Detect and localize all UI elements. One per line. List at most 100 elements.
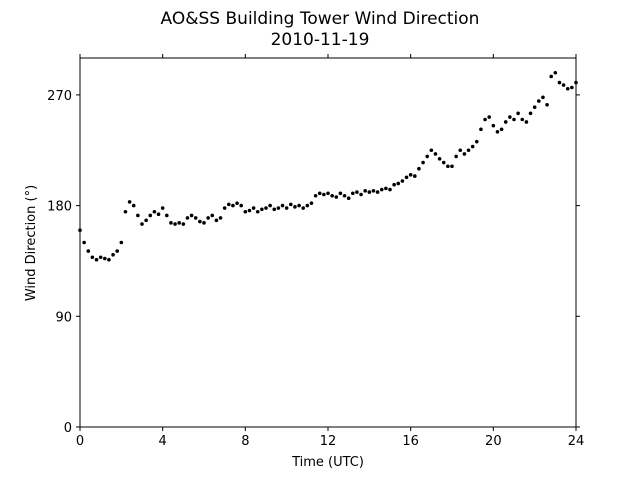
point (255, 209, 260, 214)
point (561, 83, 566, 87)
point (107, 257, 111, 262)
point (78, 228, 82, 232)
point (322, 192, 326, 197)
y-tick-label: 270 (47, 89, 72, 104)
point (235, 201, 239, 205)
chart-title: AO&SS Building Tower Wind Direction (161, 9, 480, 29)
y-axis-label: Wind Direction (°) (24, 185, 39, 301)
point (425, 154, 430, 159)
point (417, 166, 421, 171)
point (330, 193, 334, 198)
point (119, 240, 124, 245)
point (553, 70, 558, 75)
point (82, 240, 86, 245)
point (532, 105, 537, 109)
point (574, 80, 578, 85)
point (363, 189, 368, 193)
point (103, 256, 107, 261)
x-axis-label: Time (UTC) (291, 455, 364, 470)
point (508, 115, 512, 119)
point (392, 182, 396, 187)
point (264, 206, 268, 210)
point (313, 193, 318, 198)
point (115, 249, 119, 253)
point (152, 209, 157, 214)
point (565, 86, 570, 91)
point (429, 148, 434, 153)
x-tick-label: 12 (320, 434, 337, 449)
point (499, 127, 504, 132)
point (202, 221, 206, 225)
y-tick-label: 0 (64, 421, 72, 436)
point (470, 144, 475, 149)
point (545, 102, 549, 107)
point (227, 202, 231, 207)
point (446, 164, 450, 169)
point (123, 209, 128, 214)
point (334, 195, 339, 199)
point (136, 213, 140, 218)
point (351, 191, 355, 196)
point (198, 219, 202, 224)
point (218, 216, 223, 220)
x-tick-label: 8 (241, 434, 249, 449)
point (537, 99, 541, 103)
point (367, 190, 372, 194)
point (206, 216, 210, 220)
x-tick-label: 0 (76, 434, 84, 449)
point (359, 192, 363, 197)
point (239, 203, 243, 208)
y-tick-label: 180 (47, 200, 72, 215)
point (272, 207, 277, 212)
point (127, 200, 132, 204)
point (396, 181, 401, 186)
x-tick-label: 16 (402, 434, 419, 449)
point (437, 157, 442, 161)
point (177, 221, 181, 225)
point (413, 174, 417, 178)
point (189, 213, 194, 218)
point (156, 212, 161, 217)
x-tick-label: 24 (568, 434, 585, 449)
point (243, 209, 248, 214)
point (169, 221, 173, 225)
point (131, 203, 136, 208)
point (185, 216, 190, 220)
point (441, 160, 446, 165)
x-tick-label: 20 (485, 434, 502, 449)
point (404, 175, 409, 180)
point (293, 205, 297, 209)
point (421, 160, 425, 165)
point (144, 218, 148, 223)
point (408, 173, 413, 177)
point (193, 216, 198, 220)
point (512, 117, 516, 122)
point (148, 213, 153, 218)
point (181, 222, 186, 226)
point (231, 203, 235, 208)
point (516, 111, 520, 116)
point (94, 257, 99, 262)
point (297, 203, 301, 208)
point (210, 213, 215, 218)
point (483, 117, 487, 122)
point (541, 95, 545, 100)
point (458, 148, 463, 153)
point (503, 120, 508, 124)
point (384, 186, 388, 191)
point (520, 117, 525, 122)
point (280, 203, 285, 208)
point (90, 255, 95, 260)
point (495, 130, 500, 134)
point (462, 152, 467, 156)
point (326, 191, 330, 196)
point (338, 191, 343, 196)
point (388, 187, 392, 192)
point (528, 111, 533, 116)
chart-subtitle: 2010-11-19 (271, 30, 370, 50)
point (557, 80, 562, 85)
point (570, 85, 574, 90)
point (450, 164, 454, 169)
point (379, 187, 384, 192)
point (165, 213, 169, 218)
